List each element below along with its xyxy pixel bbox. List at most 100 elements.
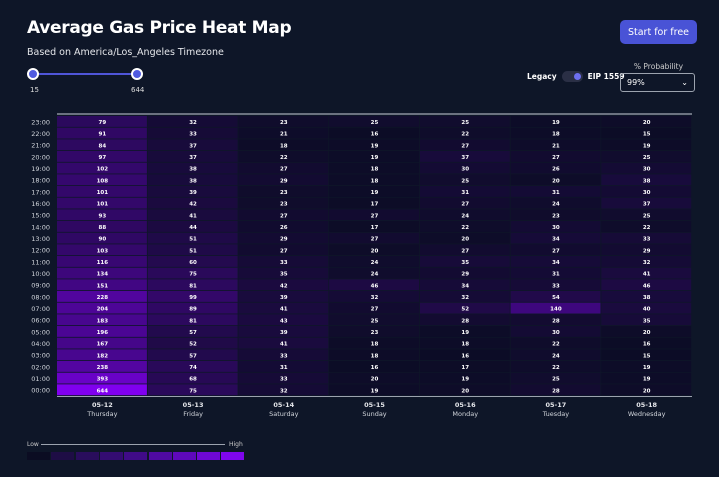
heatmap-cell [601,174,692,186]
heatmap-cell-label: 31 [552,190,560,196]
heatmap-cell-label: 79 [99,120,107,126]
heatmap-cell [601,279,692,291]
y-tick-label: 21:00 [31,142,50,150]
heatmap-cell-label: 84 [99,143,107,149]
heatmap-cell-label: 28 [552,388,560,394]
legend-swatch [75,452,99,460]
x-tick-date: 05-13 [183,401,204,409]
heatmap-chart: 79 91 84 97 102 108 101 101 93 88 90 103 116 134 151 22… [31,113,692,418]
heatmap-cell-label: 26 [280,225,288,231]
heatmap-cell-label: 18 [280,143,288,149]
heatmap-cell-label: 51 [189,237,197,243]
heatmap-cell-label: 60 [189,260,197,266]
heatmap-cell-label: 33 [280,353,288,359]
legend-swatch [172,452,196,460]
heatmap-cell [601,116,692,127]
heatmap-cell [329,186,420,197]
heatmap-cell [510,127,601,139]
heatmap-cell-label: 51 [189,248,197,254]
slider-max-handle[interactable] [131,68,143,80]
heatmap-cell-label: 99 [189,295,197,301]
heatmap-cell-label: 24 [552,202,560,208]
heatmap-cell [329,361,420,372]
heatmap-cell-label: 39 [280,330,288,336]
heatmap-cell [147,361,238,372]
heatmap-cell [238,326,329,337]
legacy-label: Legacy [527,72,557,81]
heatmap-cell-label: 26 [552,167,560,173]
heatmap-cell-label: 228 [97,295,109,301]
heatmap-cell-label: 24 [371,272,379,278]
heatmap-cell-label: 103 [97,248,109,254]
heatmap-cell [147,221,238,232]
heatmap-cell [147,151,238,162]
heatmap-cell-label: 93 [99,213,107,219]
heatmap-cell [510,197,601,209]
y-tick-label: 17:00 [31,188,50,196]
heatmap-cell-label: 54 [552,295,560,301]
heatmap-cell [419,291,510,302]
fee-mode-toggle[interactable] [561,71,583,82]
heatmap-cell-label: 134 [97,272,109,278]
heatmap-cell-label: 37 [643,202,651,208]
heatmap-cell [57,372,147,384]
heatmap-cell [419,326,510,337]
heatmap-cell-label: 91 [99,132,107,138]
heatmap-cell [510,139,601,151]
heatmap-cell-label: 32 [371,295,379,301]
heatmap-cell [57,337,147,349]
heatmap-cell [601,291,692,302]
heatmap-cell [147,256,238,267]
heatmap-cell [329,209,420,221]
heatmap-cell [510,302,601,314]
heatmap-cell [329,314,420,326]
heatmap-cell [147,232,238,244]
heatmap-cell [601,326,692,337]
heatmap-cell-label: 27 [552,248,560,254]
eip1559-label: EIP 1559 [587,72,625,81]
heatmap-cell [238,197,329,209]
heatmap-cell [329,151,420,162]
heatmap-cell [419,361,510,372]
heatmap-cell [147,302,238,314]
legend-swatch [148,452,172,460]
heatmap-cell [329,244,420,256]
slider-min-handle[interactable] [27,68,39,80]
legend-swatch [221,452,245,460]
heatmap-cell [419,232,510,244]
heatmap-cell [147,267,238,279]
heatmap-cell-label: 30 [461,167,469,173]
y-tick-label: 06:00 [31,317,50,325]
heatmap-cell-label: 20 [371,377,379,383]
heatmap-cell [238,361,329,372]
heatmap-cell [510,361,601,372]
probability-select[interactable]: 99% ⌄ [620,73,695,92]
heatmap-cell-label: 35 [461,260,469,266]
heatmap-cell-label: 27 [280,213,288,219]
heatmap-cell-label: 27 [461,143,469,149]
y-tick-label: 22:00 [31,130,50,138]
y-tick-label: 14:00 [31,223,50,231]
heatmap-cell-label: 23 [280,202,288,208]
legend-swatch [124,452,148,460]
legend-high-label: High [229,441,243,448]
heatmap-cell-label: 33 [552,283,560,289]
heatmap-cell-label: 34 [552,260,560,266]
start-for-free-button[interactable]: Start for free [620,20,697,44]
heatmap-cell-label: 27 [280,248,288,254]
heatmap-cell [419,349,510,361]
heatmap-cell-label: 22 [461,132,469,138]
heatmap-cell-label: 39 [189,190,197,196]
heatmap-cell-label: 101 [97,202,109,208]
heatmap-cell-label: 33 [280,377,288,383]
range-slider[interactable] [27,68,143,80]
heatmap-cell [601,221,692,232]
heatmap-cell [147,197,238,209]
heatmap-cell-label: 24 [461,213,469,219]
heatmap-cell [510,244,601,256]
heatmap-cell-label: 20 [461,237,469,243]
heatmap-cell [329,221,420,232]
heatmap-cell-label: 41 [643,272,651,278]
heatmap-cell-label: 32 [280,388,288,394]
heatmap-cell [419,139,510,151]
